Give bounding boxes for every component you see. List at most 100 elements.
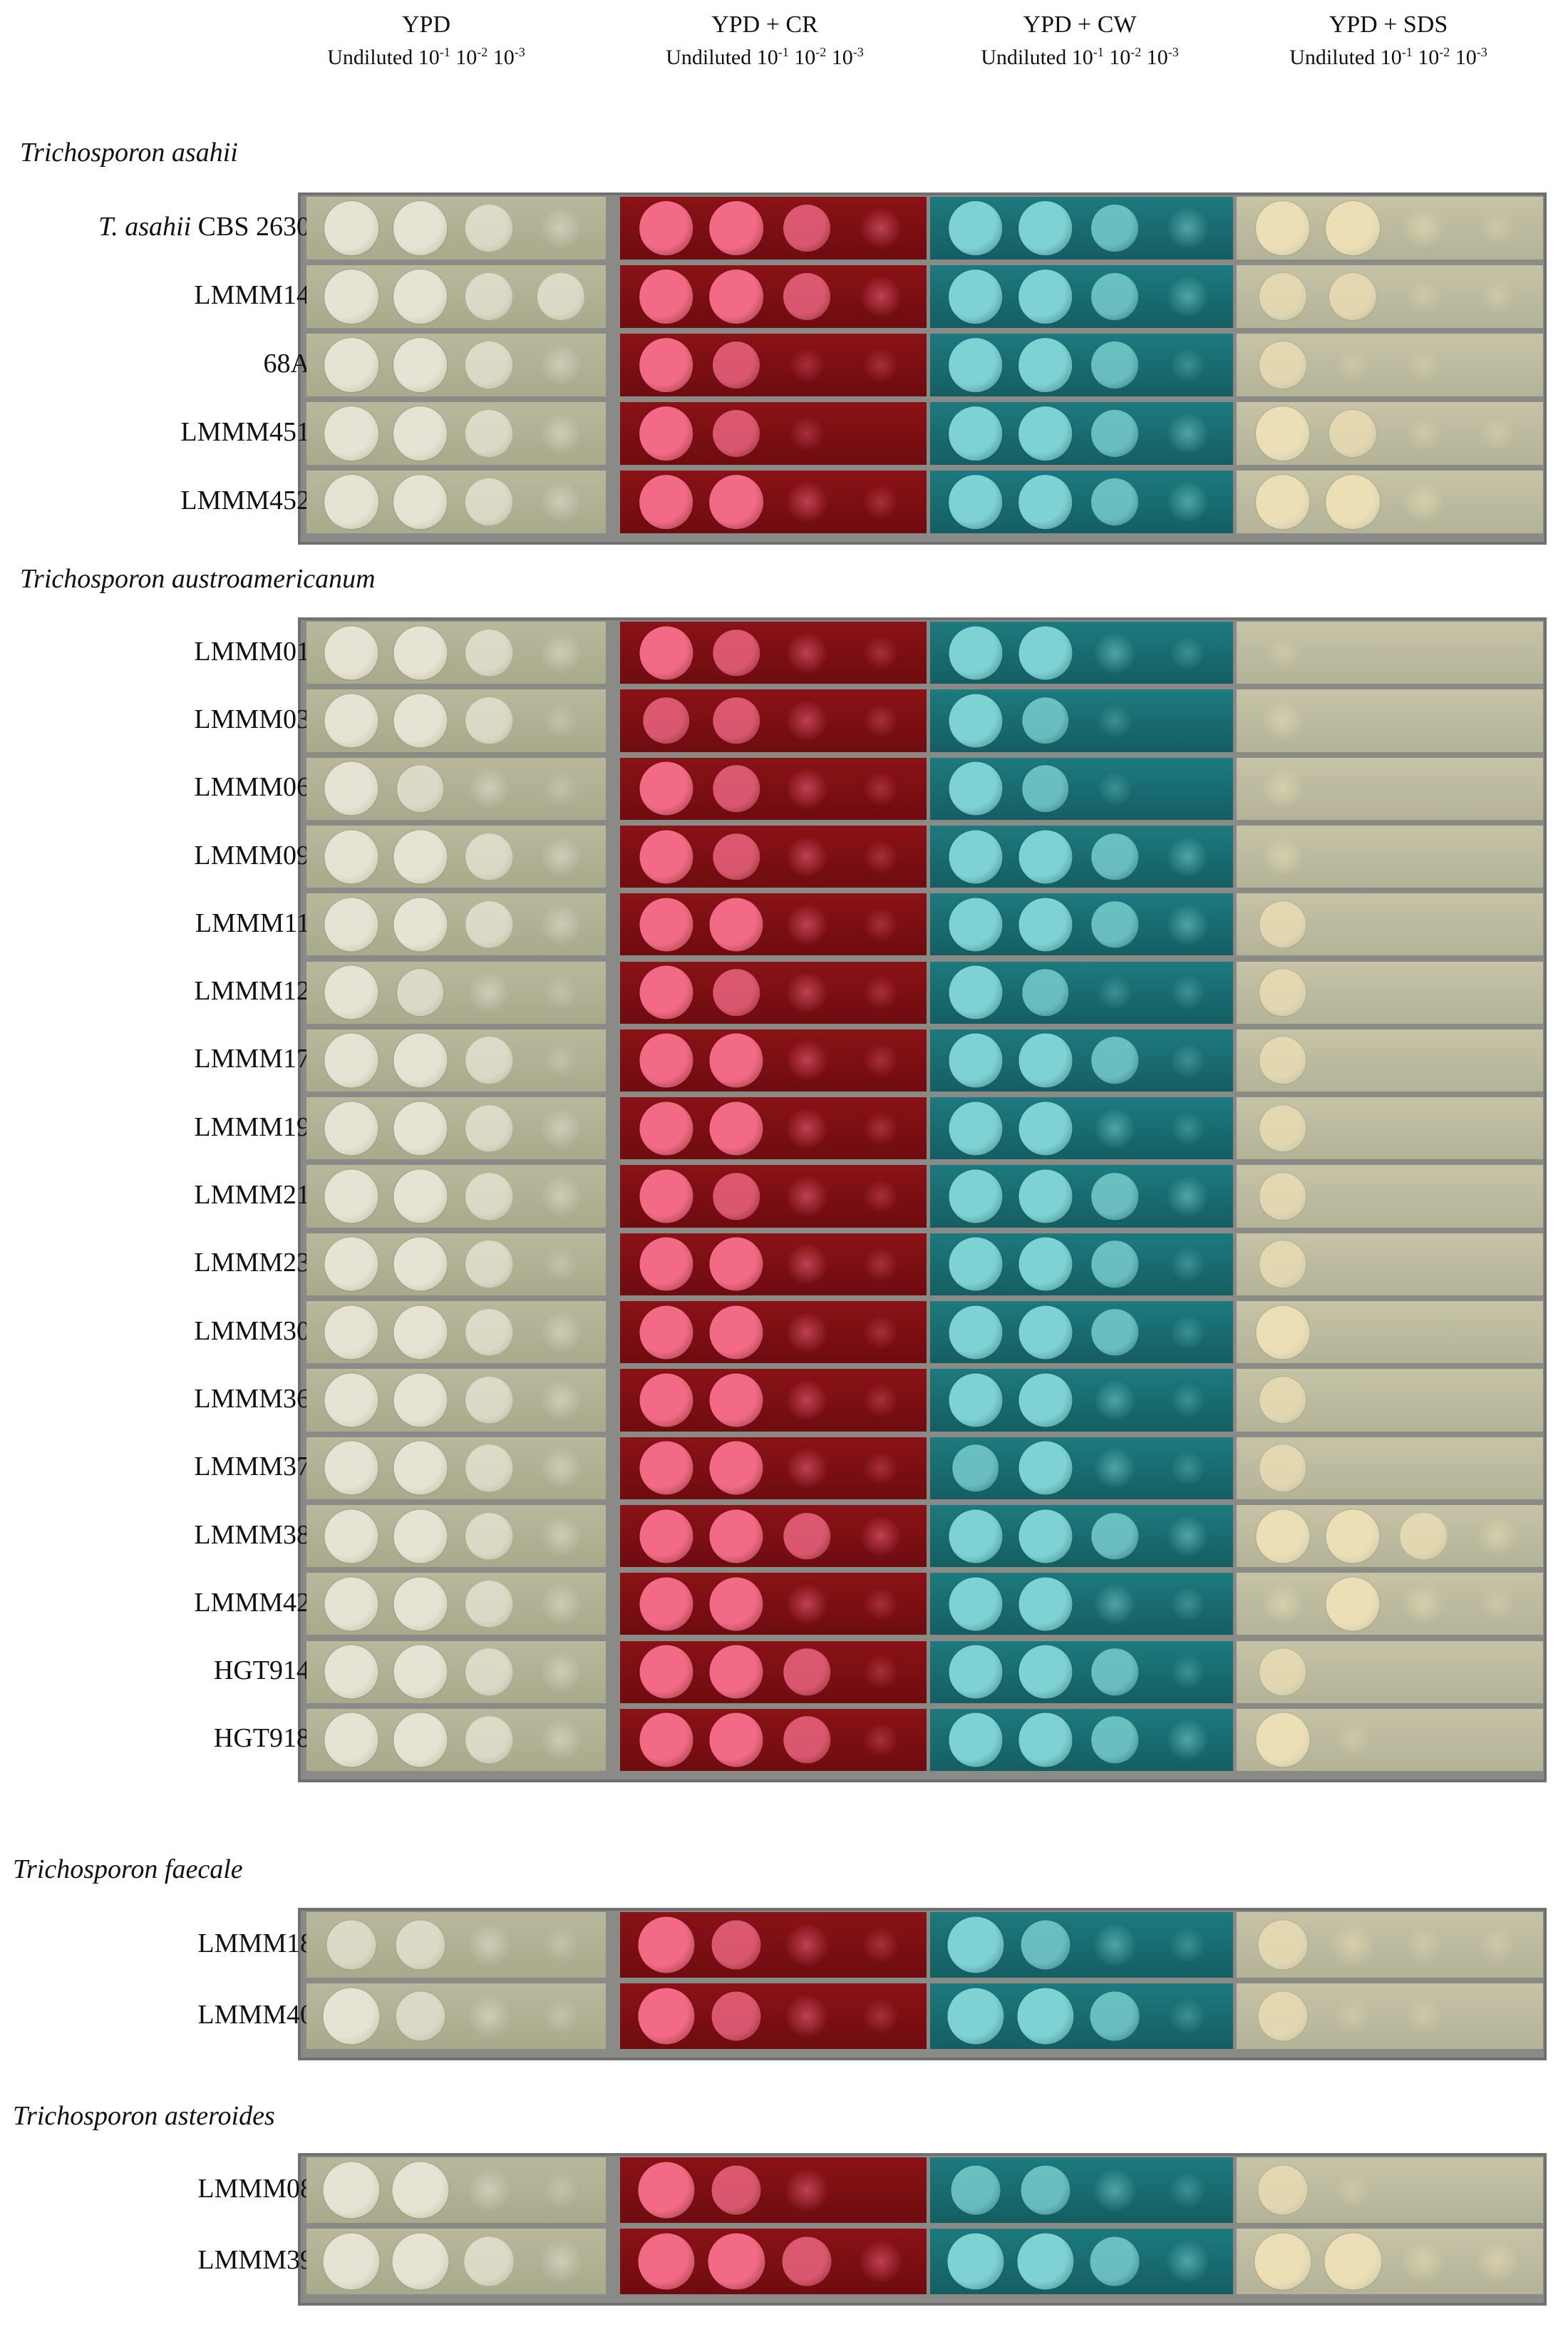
colony-spot — [1018, 269, 1073, 324]
colony-spot — [787, 1312, 827, 1352]
colony-spot — [537, 273, 584, 320]
strain-label: LMMM18 — [197, 1928, 314, 1958]
colony-spot — [1170, 1927, 1205, 1963]
plate-panel-cw — [930, 2157, 1233, 2223]
colony-spot — [1259, 1377, 1306, 1424]
colony-spot — [324, 201, 378, 255]
colony-spot — [465, 833, 512, 880]
colony-spot — [949, 1509, 1003, 1563]
colony-spot — [1171, 1248, 1205, 1281]
colony-spot — [949, 965, 1003, 1019]
colony-spot — [864, 348, 897, 382]
colony-spot — [1018, 338, 1073, 392]
colony-spot — [1018, 1441, 1073, 1495]
plate-panel-cw — [930, 1708, 1233, 1772]
colony-spot — [947, 1916, 1004, 1973]
colony-spot — [787, 1040, 827, 1081]
plate-panel-cw — [930, 1029, 1233, 1092]
strain-label: HGT918 — [213, 1723, 310, 1754]
colony-spot — [713, 765, 760, 812]
colony-spot — [860, 207, 901, 249]
plate-panel-ypd — [306, 1983, 606, 2049]
colony-spot — [465, 478, 513, 525]
plate-panel-ypd — [306, 622, 606, 684]
colony-spot — [1255, 1509, 1310, 1563]
plate-panel-cw — [930, 1369, 1233, 1432]
colony-spot — [464, 2236, 514, 2286]
colony-spot — [709, 1577, 763, 1631]
colony-spot — [1167, 276, 1208, 317]
colony-spot — [1018, 1169, 1073, 1223]
colony-spot — [864, 1723, 897, 1757]
colony-spot — [392, 2233, 449, 2290]
colony-spot — [1016, 1988, 1074, 2045]
plate-panel-cw — [930, 689, 1233, 752]
colony-spot — [1477, 1516, 1517, 1556]
colony-spot — [787, 481, 827, 523]
colony-spot — [1166, 2240, 1209, 2283]
colony-spot — [639, 1305, 693, 1360]
colony-spot — [949, 626, 1003, 680]
colony-spot — [709, 1033, 763, 1087]
plate-panel-ypd — [306, 2229, 606, 2294]
colony-spot — [1091, 833, 1138, 880]
colony-spot — [1480, 1927, 1515, 1963]
plate-panel-sds — [1237, 1097, 1543, 1160]
colony-spot — [711, 1991, 761, 2041]
colony-spot — [465, 410, 513, 457]
colony-spot — [709, 1373, 763, 1427]
colony-spot — [392, 2162, 449, 2219]
colony-spot — [1326, 201, 1381, 255]
plate-panel-ypd — [306, 334, 606, 396]
colony-spot — [1018, 898, 1073, 952]
colony-spot — [396, 1991, 445, 2041]
strain-label: LMMM38 — [194, 1519, 310, 1550]
colony-spot — [1326, 1509, 1380, 1563]
colony-spot — [863, 1998, 898, 2034]
colony-spot — [863, 1927, 898, 1963]
colony-spot — [393, 1577, 448, 1631]
strain-label: LMMM23 — [194, 1248, 310, 1278]
colony-spot — [541, 1108, 581, 1149]
colony-spot — [1091, 1037, 1138, 1084]
strain-label: LMMM09 — [194, 840, 310, 870]
colony-spot — [543, 1927, 579, 1963]
colony-spot — [1093, 1923, 1136, 1966]
colony-spot — [713, 833, 760, 880]
plate-panel-ypd — [306, 1504, 606, 1568]
colony-spot — [860, 2240, 902, 2283]
colony-spot — [1018, 1645, 1073, 1699]
strain-label: LMMM37 — [194, 1452, 310, 1482]
colony-spot — [324, 269, 378, 324]
colony-spot — [1091, 478, 1139, 525]
colony-spot — [540, 344, 582, 386]
colony-spot — [1259, 1241, 1306, 1288]
colony-spot — [1098, 704, 1132, 738]
colony-spot — [639, 475, 693, 529]
plate-panel-sds — [1237, 1573, 1543, 1635]
plate-panel-cr — [620, 2229, 927, 2294]
colony-spot — [324, 1033, 378, 1087]
strain-label: LMMM17 — [194, 1044, 310, 1074]
colony-spot — [951, 2165, 1001, 2215]
colony-spot — [639, 1441, 693, 1495]
colony-spot — [324, 1441, 378, 1495]
colony-spot — [1018, 1712, 1073, 1767]
colony-spot — [709, 1237, 763, 1291]
colony-spot — [1167, 836, 1208, 877]
colony-spot — [541, 1380, 581, 1420]
colony-spot — [1171, 1111, 1205, 1145]
plate-panel-cw — [930, 265, 1233, 328]
plate-panel-ypd — [306, 1029, 606, 1092]
colony-spot — [1480, 416, 1514, 451]
colony-spot — [540, 413, 582, 454]
colony-spot — [787, 1583, 827, 1624]
colony-spot — [787, 1448, 827, 1489]
colony-spot — [639, 1237, 693, 1291]
colony-spot — [540, 2240, 582, 2283]
plate-panel-sds — [1237, 1029, 1543, 1092]
colony-spot — [1254, 2233, 1311, 2290]
colony-spot — [324, 1577, 378, 1631]
colony-spot — [1016, 2233, 1074, 2290]
plate-panel-sds — [1237, 757, 1543, 820]
